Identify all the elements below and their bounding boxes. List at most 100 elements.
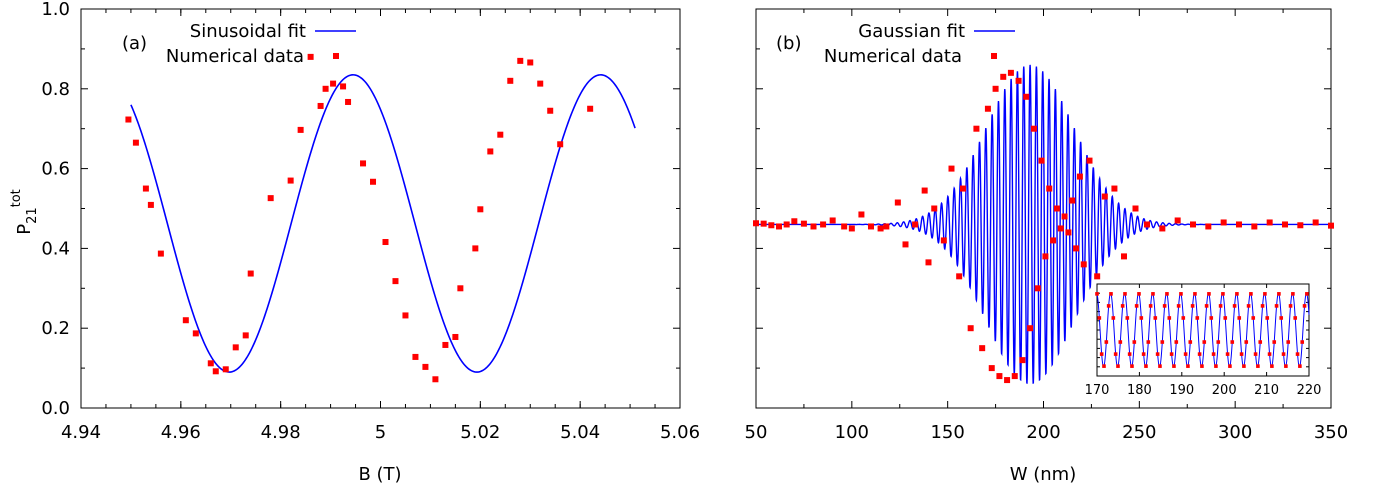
inset-data-point xyxy=(1267,352,1272,356)
x-tick-label-b: 200 xyxy=(1026,422,1060,443)
data-point-b xyxy=(1030,125,1037,132)
data-point-b xyxy=(858,211,865,218)
data-point-b xyxy=(894,199,901,206)
x-tick-label-a: 5.06 xyxy=(660,422,700,443)
inset-data-point xyxy=(1186,364,1190,368)
inset-data-point xyxy=(1228,364,1232,368)
inset-data-point xyxy=(1223,316,1228,320)
inset-data-point xyxy=(1174,340,1179,344)
data-point-a xyxy=(477,206,484,213)
data-point-b xyxy=(979,345,986,352)
data-point-b xyxy=(1086,157,1093,164)
y-tick-label: 0.8 xyxy=(41,79,70,100)
inset-data-point xyxy=(1270,364,1274,368)
panel-a-legend: Sinusoidal fit Numerical data xyxy=(166,21,356,67)
data-point-b xyxy=(1046,185,1053,192)
data-point-a xyxy=(182,317,189,324)
data-point-b xyxy=(1251,223,1258,230)
inset-data-point xyxy=(1281,352,1286,356)
y-tick-label: 0.0 xyxy=(41,398,70,419)
inset-data-point xyxy=(1218,304,1223,308)
inset-data-point xyxy=(1216,340,1221,344)
inset-data-point xyxy=(1242,364,1246,368)
inset-x-tick-label: 170 xyxy=(1085,383,1110,398)
inset-data-point xyxy=(1195,316,1200,320)
inset-data-point xyxy=(1221,292,1225,296)
data-point-b xyxy=(1080,261,1087,268)
panel-b-label: (b) xyxy=(776,33,801,54)
inset-data-point xyxy=(1181,316,1186,320)
data-point-b xyxy=(1220,219,1227,226)
x-tick-label-a: 5 xyxy=(375,422,386,443)
panel-b-ticks xyxy=(755,8,1332,409)
inset-data-point xyxy=(1155,352,1160,356)
inset-data-point xyxy=(1148,304,1153,308)
data-point-b xyxy=(753,220,759,227)
inset-data-point xyxy=(1146,340,1151,344)
inset-data-point xyxy=(1302,304,1307,308)
x-tick-label-b: 50 xyxy=(745,422,768,443)
inset-data-point xyxy=(1109,292,1113,296)
x-tick-label-a: 5.02 xyxy=(460,422,500,443)
data-point-b xyxy=(1034,285,1041,292)
inset-x-tick-labels: 170 180 190 200 210 220 xyxy=(1085,383,1322,398)
panel-a-data-points xyxy=(125,53,594,383)
data-point-b xyxy=(1000,73,1007,80)
inset-data-point xyxy=(1214,364,1218,368)
data-point-a xyxy=(207,360,214,367)
data-point-b xyxy=(1205,223,1212,230)
legend-swatch-numerical-data-a xyxy=(333,53,339,59)
panel-a-y-tick-labels: 0.0 0.2 0.4 0.6 0.8 1.0 xyxy=(41,0,70,419)
inset-data-point xyxy=(1144,364,1148,368)
inset-data-point xyxy=(1116,364,1120,368)
inset-data-point xyxy=(1111,316,1116,320)
inset-data-point xyxy=(1132,340,1137,344)
data-point-b xyxy=(1312,219,1319,226)
x-tick-label-b: 250 xyxy=(1122,422,1156,443)
inset-data-point xyxy=(1295,352,1300,356)
inset-data-point xyxy=(1193,292,1197,296)
inset-data-point xyxy=(1141,352,1146,356)
inset-data-point xyxy=(1209,316,1214,320)
data-point-b xyxy=(921,187,928,194)
inset-data-point xyxy=(1244,340,1249,344)
inset-data-point xyxy=(1153,316,1158,320)
panel-a-fit-line xyxy=(130,74,636,373)
data-point-b xyxy=(1111,185,1118,192)
data-point-a xyxy=(587,105,594,112)
data-point-a xyxy=(487,148,494,155)
data-point-b xyxy=(1190,221,1196,228)
inset-data-point xyxy=(1176,304,1181,308)
data-point-b xyxy=(1094,273,1101,280)
data-point-b xyxy=(960,185,966,192)
inset-data-point xyxy=(1265,316,1270,320)
data-point-b xyxy=(988,365,995,372)
inset-data-point xyxy=(1179,292,1183,296)
data-point-a xyxy=(370,178,377,185)
data-point-a xyxy=(537,80,544,87)
data-point-b xyxy=(1061,213,1068,220)
panel-b-chart: 50 100 150 200 250 300 350 (b) Gaussian fit Nu… xyxy=(745,8,1348,485)
data-point-a xyxy=(402,312,409,319)
inset-data-point xyxy=(1118,340,1123,344)
x-tick-label-a: 4.94 xyxy=(61,422,101,443)
data-point-b xyxy=(1174,217,1181,224)
legend-label-sinusoidal-fit: Sinusoidal fit xyxy=(190,21,306,42)
inset-data-point xyxy=(1277,292,1281,296)
inset-data-point xyxy=(1298,364,1302,368)
data-point-b xyxy=(1011,373,1018,380)
data-point-a xyxy=(382,239,389,246)
data-point-a xyxy=(232,344,239,351)
data-point-b xyxy=(841,223,848,230)
inset-data-point xyxy=(1300,340,1305,344)
x-tick-label-b: 100 xyxy=(835,422,869,443)
inset-data-point xyxy=(1232,304,1237,308)
data-point-a xyxy=(442,341,449,348)
data-point-b xyxy=(1057,225,1064,232)
data-point-b xyxy=(912,221,919,228)
data-point-b xyxy=(1023,93,1030,100)
data-point-a xyxy=(422,363,429,370)
data-point-a xyxy=(527,59,534,66)
panel-a-ticks xyxy=(80,8,681,409)
inset-data-point xyxy=(1183,352,1188,356)
